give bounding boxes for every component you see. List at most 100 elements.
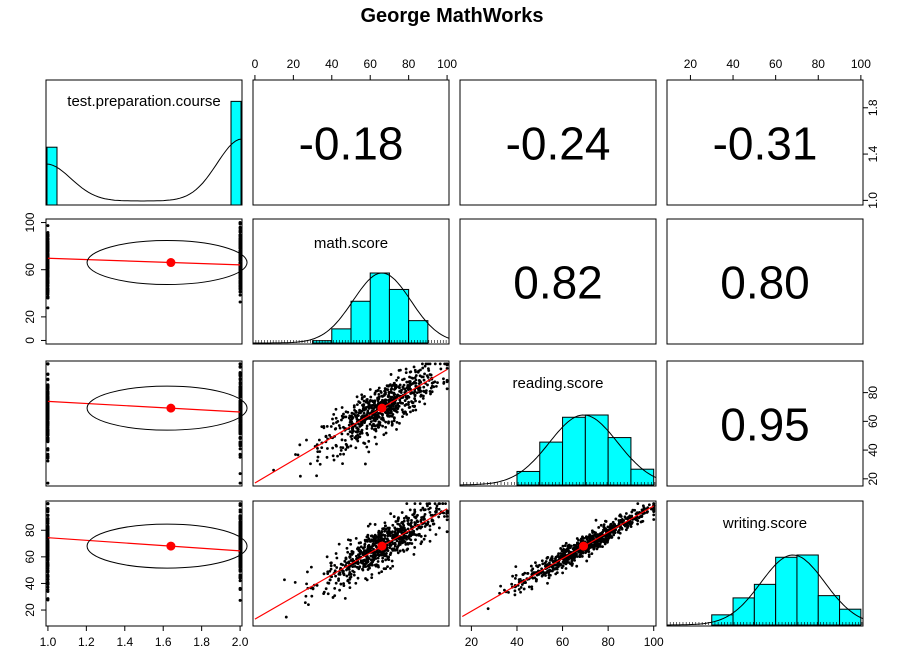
scatter-point bbox=[409, 410, 412, 414]
scatter-point bbox=[408, 405, 412, 409]
scatter-point bbox=[355, 426, 359, 430]
scatter-point bbox=[413, 546, 417, 549]
scatter-point bbox=[445, 366, 449, 370]
scatter-point bbox=[422, 518, 426, 521]
scatter-point bbox=[402, 523, 406, 527]
scatter-point bbox=[374, 403, 377, 407]
scatter-point bbox=[316, 455, 320, 459]
scatter-point bbox=[391, 530, 394, 534]
scatter-point bbox=[418, 532, 421, 536]
diagonal-variable-label: test.preparation.course bbox=[67, 93, 220, 110]
scatter-point bbox=[238, 528, 242, 532]
mean-point bbox=[377, 541, 387, 551]
scatter-point bbox=[352, 405, 356, 409]
scatter-point bbox=[593, 544, 597, 548]
scatter-point bbox=[373, 415, 377, 419]
scatter-point bbox=[404, 528, 407, 532]
scatter-point bbox=[238, 436, 242, 440]
scatter-point bbox=[435, 507, 438, 510]
scatter-point bbox=[507, 590, 510, 594]
scatter-point bbox=[370, 534, 374, 538]
axis-tick-label: 80 bbox=[402, 57, 416, 71]
scatter-point bbox=[46, 507, 50, 511]
scatter-point bbox=[408, 541, 412, 545]
scatter-point bbox=[413, 502, 417, 506]
scatter-point bbox=[535, 578, 538, 582]
scatter-point bbox=[540, 559, 544, 563]
scatter-point bbox=[365, 413, 369, 417]
scatter-point bbox=[383, 389, 386, 393]
scatter-point bbox=[344, 557, 348, 561]
correlation-ellipse bbox=[86, 523, 248, 569]
scatter-point bbox=[437, 526, 441, 530]
histogram-bar bbox=[839, 608, 862, 626]
scatter-point bbox=[618, 514, 622, 518]
scatter-point bbox=[46, 396, 50, 400]
scatter-point bbox=[396, 551, 400, 555]
axis-tick-label: 60 bbox=[769, 57, 783, 71]
axis-tick-label: 20 bbox=[287, 57, 301, 71]
scatter-point bbox=[350, 426, 354, 430]
scatter-point bbox=[429, 392, 432, 396]
scatter-point bbox=[351, 557, 354, 561]
scatter-point bbox=[601, 545, 604, 549]
scatter-point bbox=[397, 404, 401, 408]
axis-tick-label: 40 bbox=[866, 443, 880, 457]
scatter-point bbox=[317, 438, 321, 442]
scatter-point bbox=[413, 380, 416, 384]
scatter-point bbox=[378, 421, 382, 424]
scatter-point bbox=[331, 422, 335, 425]
scatter-point bbox=[547, 573, 551, 577]
scatter-point bbox=[605, 538, 609, 542]
scatter-point bbox=[355, 403, 359, 407]
scatter-point bbox=[320, 425, 324, 429]
scatter-point bbox=[514, 565, 518, 569]
scatter-point bbox=[377, 534, 381, 538]
scatter-point bbox=[445, 530, 449, 534]
scatter-point bbox=[381, 527, 384, 531]
scatter-point bbox=[238, 443, 242, 447]
scatter-point bbox=[356, 561, 360, 565]
scatter-point bbox=[46, 575, 50, 579]
scatter-point bbox=[406, 541, 410, 545]
axis-tick-label: 20 bbox=[684, 57, 698, 71]
scatter-point bbox=[342, 584, 346, 588]
scatter-point bbox=[590, 529, 594, 533]
scatter-point bbox=[434, 533, 438, 536]
scatter-point bbox=[585, 559, 589, 563]
scatter-point bbox=[407, 516, 411, 520]
scatter-point bbox=[383, 402, 387, 405]
scatter-point bbox=[546, 581, 549, 585]
scatter-point bbox=[238, 221, 242, 225]
scatter-point bbox=[430, 390, 434, 394]
panel-frame-r2c0 bbox=[45, 360, 243, 487]
scatter-point bbox=[407, 533, 411, 537]
scatter-point bbox=[545, 556, 549, 560]
scatter-point bbox=[520, 583, 524, 586]
scatter-point bbox=[332, 412, 336, 416]
scatter-point bbox=[328, 433, 331, 437]
scatter-point bbox=[294, 453, 297, 456]
scatter-point bbox=[424, 362, 428, 366]
scatter-point bbox=[398, 401, 402, 404]
axis-tick-label: 60 bbox=[866, 414, 880, 428]
scatter-point bbox=[356, 576, 360, 580]
scatter-point bbox=[379, 390, 383, 393]
scatter-point bbox=[418, 400, 421, 404]
scatter-point bbox=[353, 414, 357, 417]
scatter-point bbox=[356, 414, 360, 417]
scatter-point bbox=[347, 423, 351, 427]
scatter-point bbox=[322, 592, 326, 596]
scatter-point bbox=[46, 290, 50, 294]
scatter-point bbox=[316, 450, 320, 454]
scatter-point bbox=[602, 523, 606, 527]
scatter-point bbox=[647, 503, 651, 507]
scatter-point bbox=[421, 362, 424, 366]
scatter-point bbox=[400, 521, 404, 525]
mean-point bbox=[166, 541, 176, 551]
scatter-point bbox=[365, 427, 369, 430]
regression-line bbox=[47, 537, 241, 552]
panels-layer: -0.18 -0.24 -0.31 0.82 0.80 0.95 test.preparat… bbox=[23, 57, 880, 649]
scatter-point bbox=[365, 578, 369, 582]
scatter-point bbox=[445, 362, 449, 366]
